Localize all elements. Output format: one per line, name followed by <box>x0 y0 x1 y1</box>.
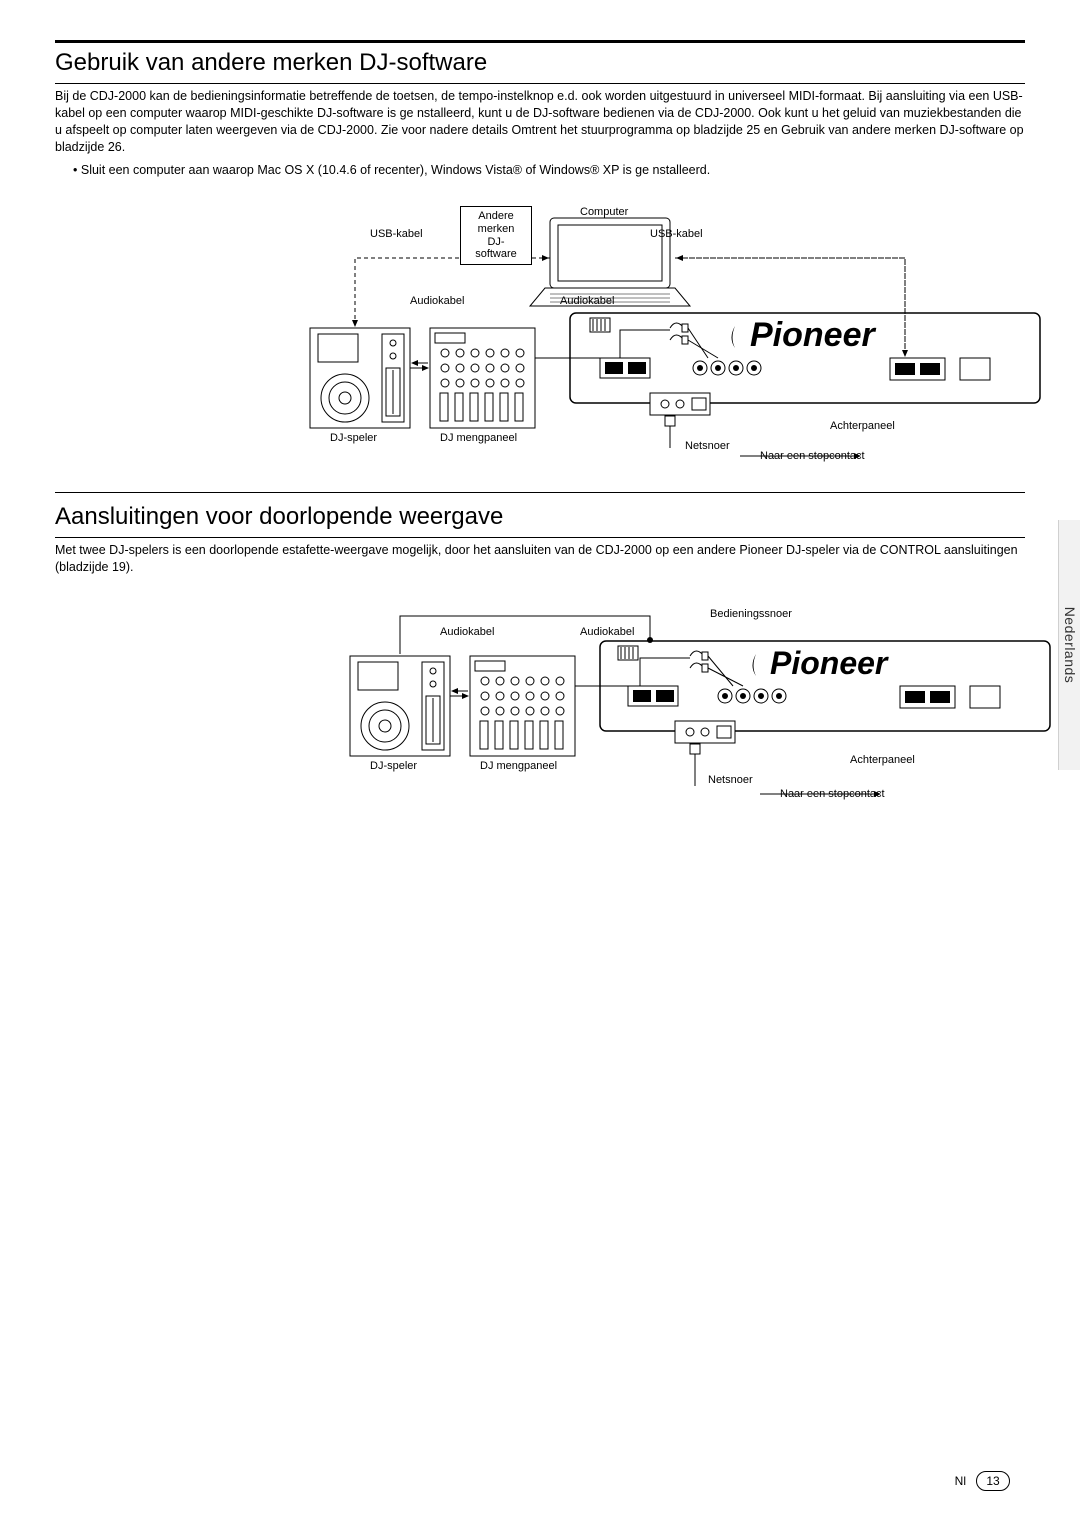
label-computer: Computer <box>580 206 628 219</box>
svg-text:Pioneer: Pioneer <box>770 645 889 681</box>
dj-mixer-icon-2 <box>470 656 575 756</box>
label-dj-player-1: DJ-speler <box>330 432 377 445</box>
label-audio-right-1: Audiokabel <box>560 295 614 308</box>
label-dj-mixer-2: DJ mengpaneel <box>480 760 557 773</box>
page: Gebruik van andere merken DJ-software Bi… <box>0 0 1080 1527</box>
section2-paragraph: Met twee DJ-spelers is een doorlopende e… <box>55 542 1025 576</box>
diagram-2: Pioneer <box>340 586 1060 811</box>
diagram-2-svg: Pioneer <box>340 586 1060 811</box>
diagram-1: Pioneer <box>300 188 1050 468</box>
label-software-box: Andere merken DJ-software <box>460 206 532 265</box>
language-side-tab-text: Nederlands <box>1062 607 1078 684</box>
label-usb-left: USB-kabel <box>370 228 423 241</box>
label-audio-left-1: Audiokabel <box>410 295 464 308</box>
top-thick-rule <box>55 40 1025 43</box>
footer-page-number: 13 <box>976 1471 1010 1491</box>
dj-player-icon-2 <box>350 656 450 756</box>
section1-heading: Gebruik van andere merken DJ-software <box>55 49 1025 84</box>
section1-paragraph: Bij de CDJ-2000 kan de bedieningsinforma… <box>55 88 1025 156</box>
section2-heading: Aansluitingen voor doorlopende weergave <box>55 503 1025 538</box>
footer-lang: Nl <box>955 1474 966 1488</box>
page-footer: Nl 13 <box>955 1471 1010 1491</box>
label-usb-right: USB-kabel <box>650 228 703 241</box>
language-side-tab: Nederlands <box>1058 520 1080 770</box>
svg-text:Pioneer: Pioneer <box>750 316 876 354</box>
rear-panel-icon: Pioneer <box>570 313 1040 415</box>
section1-bullet: • Sluit een computer aan waarop Mac OS X… <box>83 162 1025 179</box>
section2-rule-above <box>55 492 1025 493</box>
dj-mixer-icon <box>430 328 535 428</box>
rear-panel-icon-2: Pioneer <box>600 641 1050 743</box>
label-dj-player-2: DJ-speler <box>370 760 417 773</box>
label-control-cable: Bedieningssnoer <box>710 608 792 621</box>
label-audio-right-2: Audiokabel <box>580 626 634 639</box>
label-rear-1: Achterpaneel <box>830 420 895 433</box>
dj-player-icon <box>310 328 410 428</box>
label-dj-mixer-1: DJ mengpaneel <box>440 432 517 445</box>
section1-bullet-text: Sluit een computer aan waarop Mac OS X (… <box>81 163 710 177</box>
label-netsnoer-2: Netsnoer <box>708 774 753 787</box>
label-stopcontact-2: Naar een stopcontact <box>780 788 885 801</box>
label-audio-left-2: Audiokabel <box>440 626 494 639</box>
label-stopcontact-1: Naar een stopcontact <box>760 450 865 463</box>
label-rear-2: Achterpaneel <box>850 754 915 767</box>
label-netsnoer-1: Netsnoer <box>685 440 730 453</box>
